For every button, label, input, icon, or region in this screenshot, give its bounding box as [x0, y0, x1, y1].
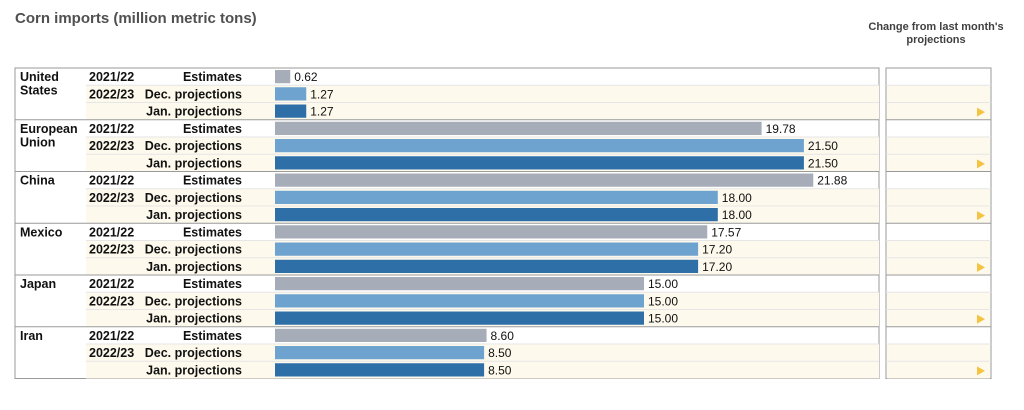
bar	[275, 208, 718, 222]
series-label: Jan. projections	[146, 363, 242, 377]
series-label: Estimates	[183, 225, 242, 239]
value-label: 21.50	[808, 139, 838, 153]
change-indicator-icon	[977, 262, 985, 272]
year-label: 2021/22	[89, 329, 134, 343]
change-indicator-icon	[977, 314, 985, 324]
year-label: 2022/23	[89, 139, 134, 153]
series-label: Dec. projections	[145, 191, 242, 205]
country-label: United	[20, 70, 59, 84]
bar	[275, 242, 699, 256]
bar	[275, 173, 814, 187]
change-indicator-icon	[977, 211, 985, 221]
series-label: Estimates	[183, 174, 242, 188]
bar	[275, 104, 307, 118]
country-label: States	[20, 84, 58, 98]
bar	[275, 294, 644, 308]
series-label: Estimates	[183, 329, 242, 343]
value-label: 21.50	[808, 156, 838, 170]
year-label: 2021/22	[89, 122, 134, 136]
bar	[275, 139, 804, 153]
series-label: Jan. projections	[146, 208, 242, 222]
value-label: 18.00	[722, 191, 752, 205]
series-label: Jan. projections	[146, 105, 242, 119]
country-label: European	[20, 122, 78, 136]
bar	[275, 190, 718, 204]
value-label: 8.50	[488, 346, 512, 360]
year-label: 2021/22	[89, 70, 134, 84]
year-label: 2021/22	[89, 225, 134, 239]
series-label: Dec. projections	[145, 346, 242, 360]
series-label: Jan. projections	[146, 260, 242, 274]
value-label: 15.00	[648, 312, 678, 326]
change-indicator-icon	[977, 366, 985, 376]
series-label: Dec. projections	[145, 139, 242, 153]
value-label: 19.78	[766, 122, 796, 136]
bar	[275, 363, 485, 377]
value-label: 1.27	[310, 105, 334, 119]
country-label: Japan	[20, 277, 56, 291]
value-label: 17.57	[711, 225, 741, 239]
value-label: 18.00	[722, 208, 752, 222]
year-label: 2022/23	[89, 87, 134, 101]
chart-title: Corn imports (million metric tons)	[15, 10, 257, 27]
series-label: Jan. projections	[146, 156, 242, 170]
bar	[275, 311, 644, 325]
change-column-header: Change from last month's projections	[868, 21, 1004, 46]
series-label: Estimates	[183, 70, 242, 84]
value-label: 17.20	[702, 243, 732, 257]
country-label: China	[20, 174, 56, 188]
value-label: 1.27	[310, 87, 334, 101]
series-label: Jan. projections	[146, 312, 242, 326]
year-label: 2021/22	[89, 174, 134, 188]
year-label: 2022/23	[89, 294, 134, 308]
country-label: Mexico	[20, 225, 63, 239]
country-label: Iran	[20, 329, 43, 343]
bar	[275, 277, 644, 291]
value-label: 15.00	[648, 294, 678, 308]
value-label: 15.00	[648, 277, 678, 291]
series-label: Dec. projections	[145, 294, 242, 308]
value-label: 17.20	[702, 260, 732, 274]
bar	[275, 156, 804, 170]
year-label: 2022/23	[89, 346, 134, 360]
series-label: Estimates	[183, 122, 242, 136]
bar	[275, 70, 291, 84]
change-indicator-icon	[977, 159, 985, 169]
year-label: 2022/23	[89, 243, 134, 257]
value-label: 8.50	[488, 363, 512, 377]
series-label: Dec. projections	[145, 87, 242, 101]
bar	[275, 87, 307, 101]
change-indicator-icon	[977, 107, 985, 117]
bar	[275, 225, 708, 239]
series-label: Dec. projections	[145, 243, 242, 257]
year-label: 2022/23	[89, 191, 134, 205]
bar	[275, 346, 485, 360]
series-label: Estimates	[183, 277, 242, 291]
year-label: 2021/22	[89, 277, 134, 291]
bar	[275, 259, 699, 273]
bar	[275, 328, 487, 342]
value-label: 0.62	[294, 70, 318, 84]
value-label: 21.88	[817, 174, 847, 188]
country-label: Union	[20, 135, 55, 149]
bar	[275, 121, 762, 135]
value-label: 8.60	[491, 329, 515, 343]
